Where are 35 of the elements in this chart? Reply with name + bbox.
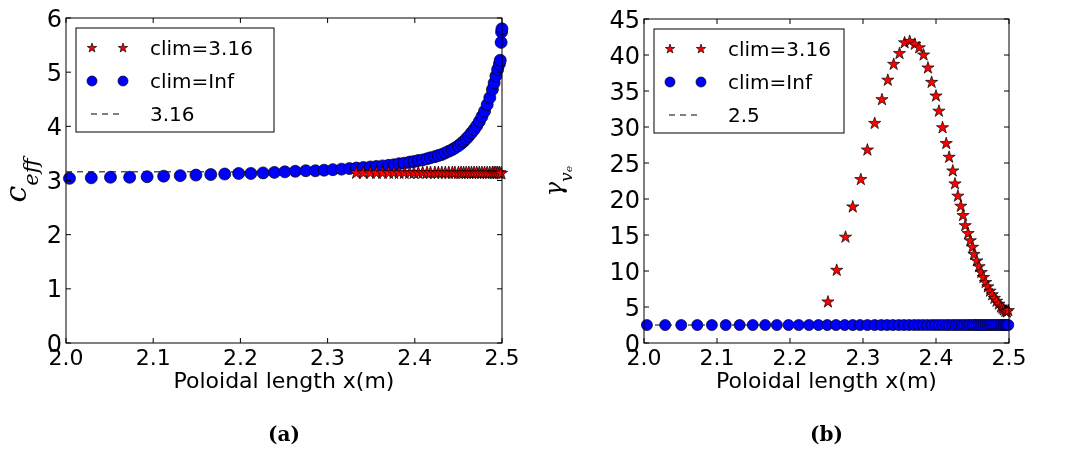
x-tick-label: 2.1 <box>135 345 171 370</box>
x-tick-label: 2.4 <box>918 345 954 370</box>
text: (a) <box>268 422 300 446</box>
x-tick-label: 2.3 <box>310 345 346 370</box>
y-tick-label: 5 <box>46 58 62 87</box>
y-tick-label: 25 <box>609 149 640 178</box>
x-tick-label: 2.4 <box>397 345 433 370</box>
legend-label: 3.16 <box>150 102 195 127</box>
legend-label: 2.5 <box>728 103 760 128</box>
y-tick-label: 45 <box>609 5 640 34</box>
y-tick-label: 30 <box>609 113 640 142</box>
legend-label: clim=3.16 <box>150 36 253 61</box>
y-tick-label: 3 <box>46 167 62 196</box>
x-axis-title: Poloidal length x(m) <box>716 368 937 393</box>
y-tick-label: 35 <box>609 77 640 106</box>
y-tick-label: 10 <box>609 257 640 286</box>
x-tick-label: 2.2 <box>772 345 808 370</box>
y-tick-label: 5 <box>624 293 640 322</box>
text: (b) <box>810 422 843 446</box>
legend-label: clim=Inf <box>150 69 235 94</box>
y-tick-label: 2 <box>46 221 62 250</box>
y-tick-label: 6 <box>46 4 62 33</box>
y-tick-label: 40 <box>609 41 640 70</box>
x-axis-title: Poloidal length x(m) <box>173 368 395 393</box>
y-tick-label: 20 <box>609 185 640 214</box>
legend-label: clim=Inf <box>728 70 813 95</box>
x-tick-label: 2.2 <box>222 345 258 370</box>
x-tick-label: 2.5 <box>991 345 1027 370</box>
x-tick-label: 2.5 <box>484 345 520 370</box>
x-tick-label: 2.1 <box>699 345 735 370</box>
y-tick-label: 4 <box>46 112 62 141</box>
y-tick-label: 15 <box>609 221 640 250</box>
y-tick-label: 1 <box>46 275 62 304</box>
legend-label: clim=3.16 <box>728 37 831 62</box>
x-tick-label: 2.3 <box>845 345 881 370</box>
